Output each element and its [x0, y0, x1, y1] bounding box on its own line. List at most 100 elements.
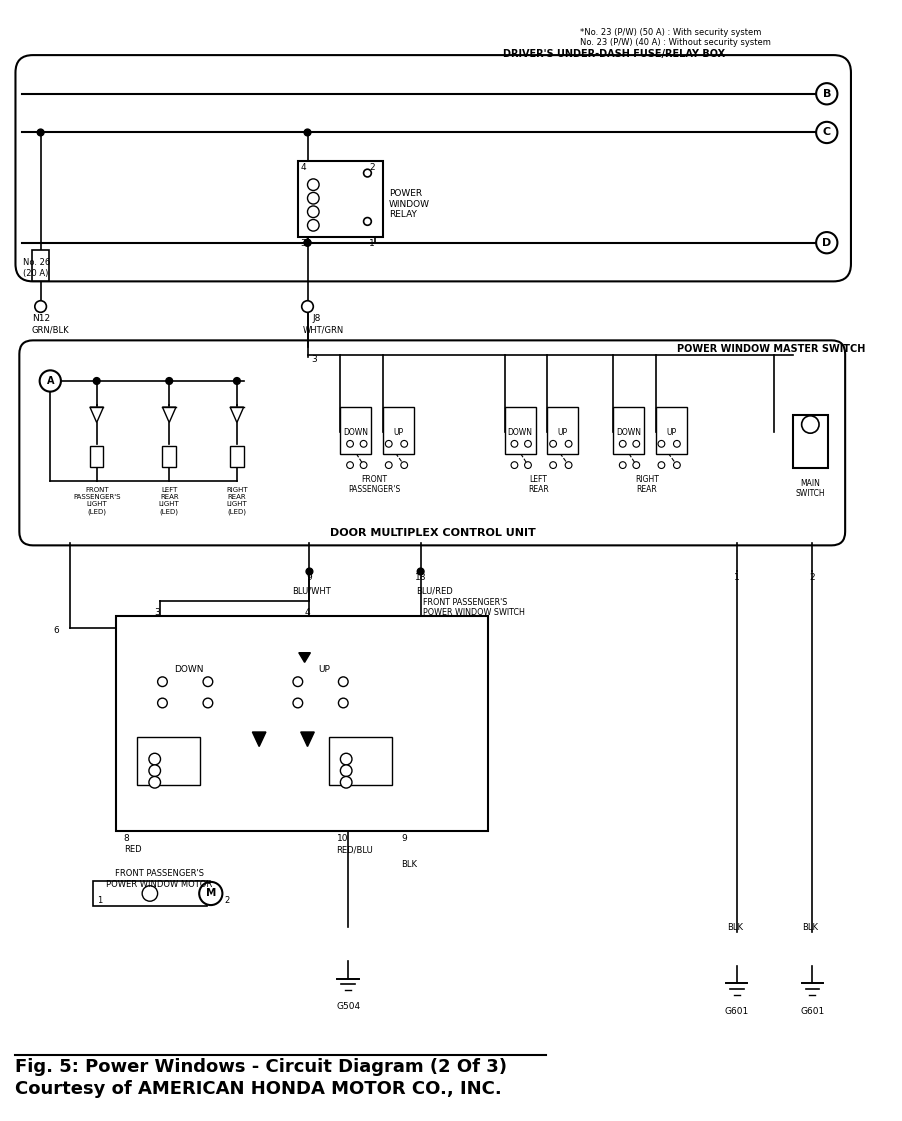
Circle shape: [619, 462, 625, 469]
Circle shape: [632, 462, 639, 469]
Text: 3: 3: [154, 608, 161, 617]
Text: 10: 10: [336, 834, 347, 843]
Text: DOWN: DOWN: [507, 428, 532, 437]
Circle shape: [815, 232, 836, 253]
Bar: [230, 446, 244, 467]
Circle shape: [658, 462, 664, 469]
Circle shape: [308, 179, 318, 191]
Circle shape: [364, 169, 371, 177]
Circle shape: [385, 441, 391, 447]
Text: 6: 6: [53, 626, 59, 634]
Circle shape: [346, 462, 353, 469]
Text: 1: 1: [369, 239, 374, 248]
Text: No. 26
(20 A): No. 26 (20 A): [23, 258, 51, 278]
Bar: [382, 407, 413, 454]
Bar: [328, 736, 391, 785]
Text: RIGHT
REAR
LIGHT
(LED): RIGHT REAR LIGHT (LED): [226, 488, 247, 515]
Text: RED: RED: [124, 845, 142, 854]
Text: UP: UP: [318, 665, 329, 674]
Text: LEFT
REAR
LIGHT
(LED): LEFT REAR LIGHT (LED): [159, 488, 179, 515]
Circle shape: [360, 462, 366, 469]
Bar: [116, 615, 488, 831]
Text: DOWN: DOWN: [615, 428, 640, 437]
Text: BLU/WHT: BLU/WHT: [291, 586, 330, 595]
Bar: [137, 736, 200, 785]
Text: D: D: [821, 238, 831, 248]
Text: GRN/BLK: GRN/BLK: [32, 325, 69, 334]
Bar: [298, 161, 382, 237]
Text: *No. 23 (P/W) (50 A) : With security system: *No. 23 (P/W) (50 A) : With security sys…: [580, 28, 760, 37]
Circle shape: [158, 677, 167, 686]
Circle shape: [658, 441, 664, 447]
Circle shape: [340, 777, 352, 788]
Text: FRONT PASSENGER'S
POWER WINDOW MOTOR: FRONT PASSENGER'S POWER WINDOW MOTOR: [106, 869, 213, 889]
Bar: [655, 407, 686, 454]
Text: 8: 8: [124, 834, 129, 843]
Circle shape: [400, 441, 407, 447]
Circle shape: [565, 441, 571, 447]
Circle shape: [619, 441, 625, 447]
Circle shape: [673, 462, 679, 469]
Text: 4: 4: [304, 608, 310, 617]
Circle shape: [511, 441, 517, 447]
Circle shape: [511, 462, 517, 469]
Circle shape: [142, 886, 158, 901]
Text: BLK: BLK: [400, 860, 417, 869]
Text: 3: 3: [311, 355, 317, 364]
Text: 2: 2: [224, 896, 229, 905]
Text: POWER WINDOW SWITCH: POWER WINDOW SWITCH: [422, 608, 524, 617]
Circle shape: [346, 441, 353, 447]
Circle shape: [301, 300, 313, 313]
Text: 1: 1: [733, 574, 739, 583]
Text: A: A: [47, 376, 54, 386]
Circle shape: [308, 193, 318, 204]
Circle shape: [815, 122, 836, 143]
Text: 1: 1: [97, 896, 102, 905]
FancyBboxPatch shape: [19, 341, 844, 546]
Circle shape: [340, 753, 352, 765]
Circle shape: [338, 677, 348, 686]
Circle shape: [673, 441, 679, 447]
Bar: [93, 881, 207, 906]
Text: DRIVER'S UNDER-DASH FUSE/RELAY BOX: DRIVER'S UNDER-DASH FUSE/RELAY BOX: [502, 49, 724, 59]
Circle shape: [203, 698, 213, 707]
Text: DOOR MULTIPLEX CONTROL UNIT: DOOR MULTIPLEX CONTROL UNIT: [330, 528, 536, 538]
Text: J8: J8: [312, 314, 320, 323]
Circle shape: [93, 378, 100, 385]
Text: No. 23 (P/W) (40 A) : Without security system: No. 23 (P/W) (40 A) : Without security s…: [580, 38, 770, 47]
Text: UP: UP: [666, 428, 676, 437]
Bar: [504, 407, 535, 454]
Circle shape: [364, 217, 371, 225]
Circle shape: [524, 462, 530, 469]
Circle shape: [815, 83, 836, 104]
Circle shape: [149, 753, 161, 765]
Text: BLK: BLK: [802, 923, 818, 932]
Text: 9: 9: [306, 574, 312, 583]
Circle shape: [549, 441, 556, 447]
Text: Courtesy of AMERICAN HONDA MOTOR CO., INC.: Courtesy of AMERICAN HONDA MOTOR CO., IN…: [14, 1081, 501, 1099]
Circle shape: [166, 378, 172, 385]
Circle shape: [632, 441, 639, 447]
Text: 2: 2: [369, 163, 374, 172]
FancyBboxPatch shape: [15, 55, 850, 281]
Text: C: C: [822, 128, 830, 138]
Text: UP: UP: [557, 428, 567, 437]
Text: G601: G601: [799, 1007, 824, 1016]
Bar: [162, 446, 176, 467]
Circle shape: [149, 777, 161, 788]
Circle shape: [549, 462, 556, 469]
Circle shape: [801, 416, 818, 433]
Circle shape: [338, 698, 348, 707]
Circle shape: [524, 441, 530, 447]
Circle shape: [234, 378, 240, 385]
Circle shape: [158, 698, 167, 707]
Circle shape: [40, 370, 60, 391]
Bar: [340, 407, 371, 454]
Polygon shape: [252, 732, 265, 747]
Text: UP: UP: [393, 428, 403, 437]
Circle shape: [149, 765, 161, 777]
Polygon shape: [299, 652, 310, 663]
Text: DOWN: DOWN: [343, 428, 368, 437]
Circle shape: [35, 300, 46, 313]
Circle shape: [304, 129, 310, 136]
